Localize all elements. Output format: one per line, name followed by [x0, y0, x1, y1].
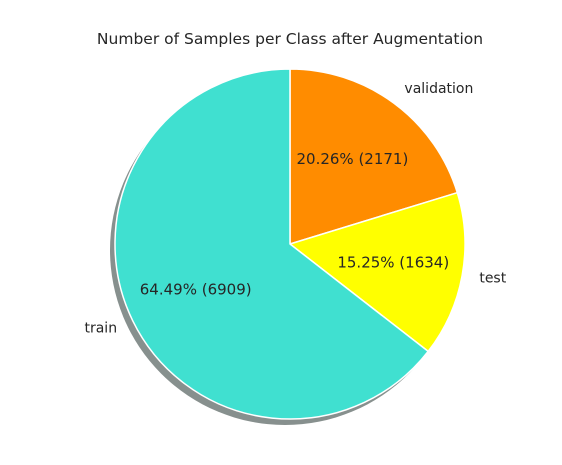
slice-label-train: train — [84, 321, 117, 337]
percent-label-validation: 20.26% (2171) — [296, 150, 408, 168]
chart-title: Number of Samples per Class after Augmen… — [97, 30, 483, 48]
pie-slice-train — [114, 68, 429, 420]
slice-label-validation: validation — [404, 81, 473, 97]
pie-slice-validation — [289, 68, 459, 245]
percent-label-train: 64.49% (6909) — [140, 281, 252, 299]
pie-slices — [114, 68, 466, 420]
pie-labels: validation 20.26% (2171) test 15.25% (1634)… — [84, 81, 506, 336]
pie-slice-test — [289, 191, 466, 353]
percent-label-test: 15.25% (1634) — [337, 253, 449, 271]
slice-label-test: test — [479, 271, 506, 287]
